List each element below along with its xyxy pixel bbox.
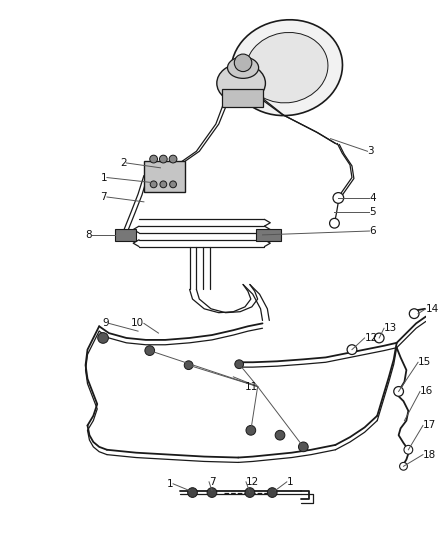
Text: 1: 1: [166, 479, 173, 489]
Text: 1: 1: [100, 173, 107, 182]
Circle shape: [145, 346, 155, 356]
Bar: [256, 229, 281, 241]
Text: 8: 8: [86, 230, 92, 240]
Text: 14: 14: [426, 304, 438, 314]
Circle shape: [267, 488, 277, 497]
Circle shape: [159, 155, 167, 163]
Bar: [222, 89, 262, 107]
Text: 1: 1: [287, 477, 293, 487]
Text: 12: 12: [246, 477, 259, 487]
Circle shape: [234, 54, 252, 71]
Circle shape: [235, 360, 244, 369]
Circle shape: [169, 155, 177, 163]
Ellipse shape: [246, 33, 328, 103]
Circle shape: [374, 333, 384, 343]
Text: 16: 16: [420, 386, 433, 397]
Text: 6: 6: [370, 226, 376, 236]
Bar: [144, 161, 185, 192]
Circle shape: [246, 425, 256, 435]
Circle shape: [404, 446, 413, 454]
Circle shape: [150, 155, 158, 163]
Bar: [115, 229, 136, 241]
Circle shape: [399, 463, 407, 470]
Text: 15: 15: [418, 357, 431, 367]
Circle shape: [160, 181, 167, 188]
Circle shape: [184, 361, 193, 369]
Text: 5: 5: [370, 207, 376, 216]
Text: 9: 9: [102, 318, 109, 328]
Text: 4: 4: [370, 193, 376, 203]
Text: 11: 11: [244, 382, 258, 392]
Circle shape: [275, 430, 285, 440]
Circle shape: [207, 488, 217, 497]
Text: 7: 7: [209, 477, 215, 487]
Ellipse shape: [227, 57, 258, 78]
Text: 2: 2: [120, 158, 127, 168]
Circle shape: [187, 488, 198, 497]
Circle shape: [333, 192, 344, 203]
Text: 3: 3: [367, 146, 374, 156]
Circle shape: [170, 181, 177, 188]
Circle shape: [298, 442, 308, 451]
Text: 7: 7: [100, 192, 107, 202]
Circle shape: [98, 333, 109, 343]
Circle shape: [245, 488, 255, 497]
Circle shape: [347, 345, 357, 354]
Text: 13: 13: [384, 323, 397, 333]
Circle shape: [329, 219, 339, 228]
Text: 12: 12: [364, 333, 378, 343]
Circle shape: [150, 181, 157, 188]
Text: 17: 17: [423, 421, 436, 431]
Circle shape: [394, 386, 403, 397]
Text: 18: 18: [423, 450, 436, 459]
Ellipse shape: [231, 20, 343, 116]
Circle shape: [410, 309, 419, 319]
Text: 10: 10: [131, 318, 144, 328]
Ellipse shape: [217, 64, 265, 103]
